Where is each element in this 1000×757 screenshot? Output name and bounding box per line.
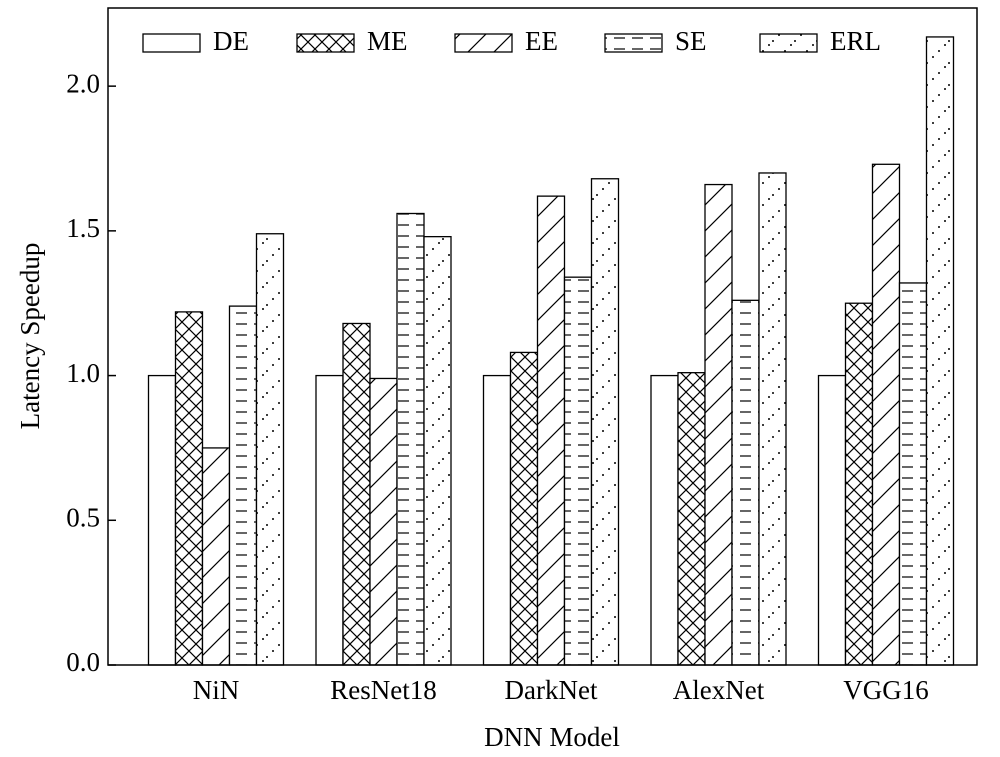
- legend-swatch: [142, 33, 201, 53]
- x-tick-label: AlexNet: [673, 675, 765, 705]
- x-tick-label: ResNet18: [330, 675, 436, 705]
- bar: [871, 163, 901, 666]
- bar: [563, 276, 593, 666]
- legend-swatch: [296, 33, 355, 53]
- bar: [174, 311, 204, 666]
- bar: [817, 374, 847, 666]
- y-tick-label: 1.5: [66, 213, 100, 243]
- bar: [423, 235, 452, 666]
- y-axis-title: Latency Speedup: [15, 243, 45, 430]
- bar: [650, 374, 679, 666]
- bar: [898, 282, 928, 666]
- legend-label: ERL: [830, 26, 881, 56]
- y-tick-label: 0.0: [66, 647, 100, 677]
- bar: [509, 351, 539, 666]
- x-tick-label: NiN: [193, 675, 240, 705]
- bar: [844, 302, 874, 666]
- legend-label: EE: [525, 26, 558, 56]
- legend-label: ME: [367, 26, 408, 56]
- bar: [369, 377, 398, 666]
- x-tick-label: VGG16: [843, 675, 929, 705]
- bar: [228, 305, 258, 666]
- y-tick-label: 2.0: [66, 68, 100, 98]
- bar: [677, 372, 706, 666]
- x-tick-label: DarkNet: [505, 675, 598, 705]
- bar: [731, 299, 760, 666]
- bar: [590, 178, 620, 666]
- legend-swatch: [604, 33, 663, 53]
- bar: [201, 447, 231, 666]
- bar: [147, 374, 177, 666]
- bar: [315, 374, 344, 666]
- legend-label: SE: [675, 26, 707, 56]
- bar: [255, 233, 285, 666]
- bar: [925, 36, 955, 666]
- y-tick-label: 1.0: [66, 358, 100, 388]
- plot-frame: [107, 7, 978, 666]
- legend-swatch: [759, 33, 818, 53]
- bar: [536, 195, 566, 666]
- bar: [342, 322, 371, 666]
- bar: [396, 212, 425, 666]
- legend-label: DE: [213, 26, 249, 56]
- y-tick-label: 0.5: [66, 502, 100, 532]
- x-axis-title: DNN Model: [484, 722, 620, 752]
- bar: [482, 374, 512, 666]
- legend-swatch: [454, 33, 513, 53]
- bar: [758, 172, 787, 666]
- bar: [704, 183, 733, 666]
